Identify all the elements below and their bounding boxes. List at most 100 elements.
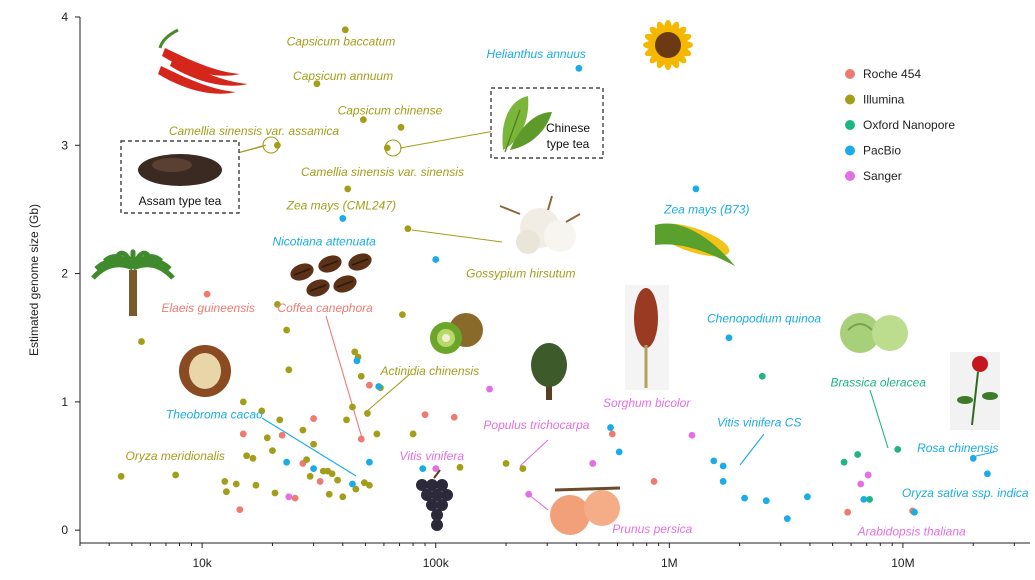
legend-marker bbox=[845, 94, 855, 105]
data-point-pacbio bbox=[860, 495, 868, 503]
peach bbox=[550, 495, 590, 535]
chili-pepper-picture bbox=[158, 28, 248, 94]
data-point-pacbio bbox=[283, 458, 291, 466]
y-tick-label: 2 bbox=[61, 267, 68, 281]
y-axis-title: Estimated genome size (Gb) bbox=[27, 204, 41, 356]
coffee-bean-crease bbox=[336, 280, 354, 288]
data-point-illumina bbox=[409, 430, 417, 438]
data-point-pacbio bbox=[719, 462, 727, 470]
data-point-pacbio bbox=[969, 454, 977, 462]
data-point-roche-454 bbox=[650, 478, 658, 485]
species-label: Oryza sativa ssp. indica bbox=[902, 486, 1029, 500]
data-point-illumina bbox=[344, 185, 352, 193]
data-point-illumina bbox=[360, 479, 368, 487]
data-point-pacbio bbox=[615, 448, 623, 456]
data-point-sanger bbox=[864, 471, 872, 479]
data-point-illumina bbox=[349, 403, 356, 411]
legend-marker bbox=[845, 171, 855, 181]
chili-shape bbox=[170, 58, 248, 86]
peach-branch bbox=[554, 486, 621, 492]
oil-palm-picture bbox=[91, 249, 175, 316]
data-point-illumina bbox=[172, 471, 180, 479]
data-point-sanger bbox=[525, 490, 533, 498]
cacao-pod-picture bbox=[179, 345, 231, 397]
species-label: Coffea canephora bbox=[277, 301, 373, 315]
x-tick-label: 10M bbox=[891, 556, 914, 570]
peaches-picture bbox=[550, 486, 621, 535]
sorghum-head bbox=[634, 288, 658, 348]
data-point-illumina bbox=[334, 476, 341, 484]
grape bbox=[431, 489, 443, 501]
assam-tea-label: Assam type tea bbox=[139, 194, 222, 208]
data-point-illumina bbox=[383, 144, 391, 152]
species-label: Capsicum chinense bbox=[338, 104, 443, 118]
data-point-sanger bbox=[688, 431, 696, 439]
grapes-picture bbox=[416, 469, 453, 531]
cabbage-vein bbox=[847, 323, 873, 331]
species-label: Brassica oleracea bbox=[831, 376, 927, 390]
data-point-pacbio bbox=[803, 493, 811, 501]
legend-label: Illumina bbox=[863, 93, 905, 107]
species-label: Arabidopsis thaliana bbox=[857, 524, 966, 538]
data-point-illumina bbox=[243, 452, 250, 460]
grape bbox=[431, 519, 443, 531]
data-point-roche-454 bbox=[357, 435, 365, 443]
peach bbox=[584, 490, 620, 526]
cabbage-picture bbox=[840, 313, 908, 353]
data-point-illumina bbox=[399, 311, 406, 319]
species-label: Populus trichocarpa bbox=[483, 418, 589, 432]
data-points bbox=[117, 26, 991, 523]
data-point-pacbio bbox=[349, 480, 356, 488]
tea-insets: Assam type tea Chinese type tea bbox=[120, 87, 604, 214]
data-point-illumina bbox=[352, 485, 360, 493]
plant-pictures bbox=[91, 20, 1000, 535]
data-point-illumina bbox=[249, 454, 257, 462]
data-point-oxford-nanopore bbox=[894, 445, 902, 453]
coffee-bean-crease bbox=[351, 258, 369, 266]
grape bbox=[421, 489, 433, 501]
data-point-pacbio bbox=[375, 383, 383, 390]
leader-line bbox=[261, 417, 357, 477]
data-point-roche-454 bbox=[365, 381, 373, 389]
leader-line bbox=[399, 129, 501, 149]
palm-trunk bbox=[129, 270, 137, 316]
data-point-illumina bbox=[252, 481, 260, 489]
coffee-bean-crease bbox=[293, 268, 311, 276]
species-label: Nicotiana attenuata bbox=[272, 235, 376, 249]
species-label: Rosa chinensis bbox=[917, 441, 998, 455]
species-label: Actinidia chinensis bbox=[379, 364, 479, 378]
grape bbox=[416, 479, 428, 491]
data-point-roche-454 bbox=[844, 508, 852, 516]
kiwi-center bbox=[442, 334, 450, 342]
data-point-illumina bbox=[274, 141, 281, 149]
data-point-roche-454 bbox=[310, 415, 317, 422]
data-point-sanger bbox=[589, 460, 597, 467]
data-point-illumina bbox=[373, 430, 381, 438]
cacao-pulp bbox=[189, 353, 221, 389]
data-point-roche-454 bbox=[278, 431, 286, 439]
leader-line bbox=[869, 389, 889, 449]
chinese-tea-label-2: type tea bbox=[547, 137, 590, 151]
legend-label: Sanger bbox=[863, 169, 902, 183]
data-point-pacbio bbox=[419, 465, 427, 472]
data-point-illumina bbox=[269, 447, 276, 455]
data-point-illumina bbox=[263, 434, 271, 442]
data-point-illumina bbox=[502, 460, 510, 467]
sunflower-picture bbox=[643, 20, 693, 70]
data-point-illumina bbox=[283, 326, 291, 334]
tea-leaf-picture bbox=[502, 96, 552, 153]
cotton-husk bbox=[499, 195, 581, 223]
data-point-sanger bbox=[285, 493, 293, 501]
data-point-illumina bbox=[303, 456, 310, 464]
data-point-illumina bbox=[341, 26, 349, 34]
tea-heap-highlight bbox=[152, 158, 192, 172]
data-point-illumina bbox=[339, 493, 347, 501]
assam-tea-inset: Assam type tea bbox=[120, 140, 240, 214]
data-point-illumina bbox=[397, 123, 405, 131]
data-point-sanger bbox=[486, 385, 493, 393]
tea-leaf-shape bbox=[510, 112, 552, 150]
data-point-illumina bbox=[404, 225, 412, 233]
grape bbox=[426, 479, 438, 491]
data-point-pacbio bbox=[783, 515, 791, 523]
